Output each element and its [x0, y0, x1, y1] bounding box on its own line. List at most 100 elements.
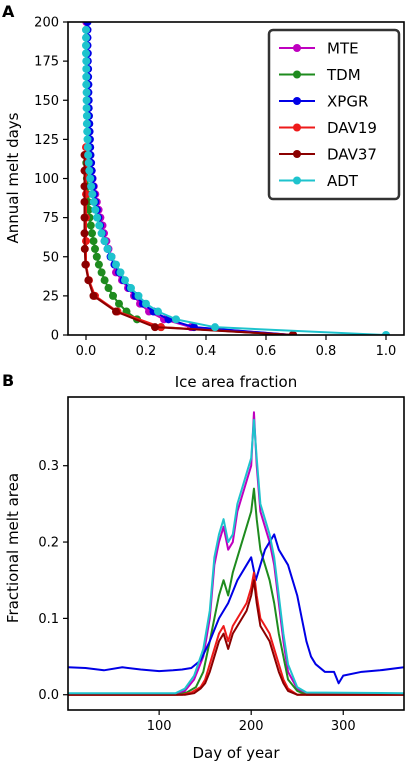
- data-point-adt: [82, 88, 91, 97]
- data-point-dav37: [80, 197, 89, 206]
- data-point-adt: [107, 252, 116, 261]
- y-tick-label: 0.1: [38, 612, 59, 627]
- panel-label-a: A: [2, 2, 15, 21]
- data-point-dav37: [80, 229, 89, 238]
- data-point-tdm: [100, 276, 109, 285]
- data-point-adt: [100, 237, 109, 246]
- data-point-tdm: [86, 221, 95, 230]
- data-point-dav37: [84, 276, 93, 285]
- x-tick-label: 300: [331, 719, 356, 734]
- data-point-adt: [172, 315, 180, 324]
- data-point-tdm: [92, 252, 101, 261]
- panel-b: 100 200 300 0.0 0.1 0.2 0.3 Day of year Fracti…: [4, 396, 405, 762]
- x-tick-label: 0.8: [316, 344, 337, 359]
- data-point-adt: [112, 260, 120, 269]
- legend-swatch-marker: [293, 123, 301, 132]
- data-point-dav37: [289, 331, 297, 335]
- data-point-adt: [82, 111, 91, 120]
- data-point-tdm: [109, 291, 117, 300]
- data-point-adt: [82, 64, 91, 73]
- x-tick-label: 1.0: [376, 344, 397, 359]
- data-point-adt: [211, 323, 219, 332]
- x-tick-label: 0.0: [76, 344, 97, 359]
- x-axis-label-b: Day of year: [192, 744, 280, 762]
- data-point-tdm: [89, 237, 98, 246]
- y-tick-label: 50: [42, 250, 59, 265]
- y-tick-label: 100: [34, 172, 59, 187]
- data-point-adt: [88, 190, 97, 199]
- y-tick-label: 150: [34, 94, 59, 109]
- data-point-adt: [91, 205, 100, 214]
- y-axis-label-b: Fractional melt area: [4, 473, 22, 623]
- data-point-tdm: [91, 244, 99, 253]
- data-point-adt: [82, 72, 91, 81]
- x-tick-label: 100: [147, 719, 172, 734]
- y-tick-label: 200: [34, 16, 59, 31]
- data-point-adt: [382, 331, 390, 335]
- data-point-adt: [84, 158, 93, 167]
- data-point-adt: [86, 174, 95, 183]
- legend-label-dav19: DAV19: [327, 119, 377, 137]
- data-point-adt: [82, 33, 90, 42]
- legend-swatch-marker: [293, 97, 301, 105]
- legend-swatch-marker: [293, 176, 301, 185]
- series-layer: [68, 411, 404, 696]
- data-point-adt: [83, 143, 92, 152]
- data-point-adt: [85, 166, 94, 175]
- data-point-adt: [82, 80, 91, 89]
- data-point-adt: [89, 197, 98, 206]
- data-point-dav19: [82, 237, 90, 246]
- data-point-tdm: [97, 268, 106, 277]
- y-tick-label: 25: [42, 289, 59, 304]
- data-point-adt: [84, 151, 93, 160]
- x-axis-label-a: Ice area fraction: [175, 373, 298, 391]
- data-point-dav37: [89, 291, 98, 300]
- legend-a: MTE TDM XPGR DAV19 DAV37 ADT: [267, 28, 401, 201]
- data-point-xpgr: [83, 22, 92, 26]
- x-tick-label: 0.2: [136, 344, 157, 359]
- data-point-adt: [121, 276, 129, 285]
- data-point-adt: [134, 291, 143, 300]
- data-point-adt: [103, 244, 112, 253]
- data-point-adt: [87, 182, 96, 191]
- y-tick-label: 0.3: [38, 459, 59, 474]
- x-tick-label: 200: [239, 719, 264, 734]
- data-point-adt: [97, 229, 106, 238]
- series-line-dav37: [68, 579, 404, 696]
- data-point-tdm: [88, 229, 96, 238]
- legend-swatch-marker: [293, 150, 301, 158]
- series-layer: [80, 22, 390, 335]
- x-tick-label: 0.4: [196, 344, 217, 359]
- data-point-tdm: [115, 299, 123, 308]
- data-point-adt: [82, 25, 90, 34]
- data-point-adt: [142, 299, 150, 308]
- legend-label-adt: ADT: [327, 172, 359, 190]
- data-point-dav37: [80, 213, 89, 222]
- legend-label-tdm: TDM: [326, 66, 361, 84]
- data-point-adt: [93, 213, 102, 222]
- data-point-adt: [154, 307, 162, 316]
- y-tick-label: 0.0: [38, 688, 59, 703]
- legend-label-mte: MTE: [327, 40, 359, 58]
- y-tick-label: 0.2: [38, 536, 59, 551]
- data-point-adt: [82, 49, 90, 58]
- data-point-dav37: [81, 260, 90, 269]
- y-axis-label-a: Annual melt days: [4, 112, 22, 243]
- legend-label-xpgr: XPGR: [327, 93, 368, 111]
- series-line-mte: [85, 22, 294, 335]
- legend-box: [267, 28, 401, 201]
- data-point-dav37: [151, 323, 159, 332]
- panel-label-b: B: [2, 371, 14, 390]
- series-line-dav19: [68, 571, 404, 696]
- plot-area-b: 100 200 300 0.0 0.1 0.2 0.3: [38, 396, 405, 734]
- series-line-mte: [68, 411, 404, 696]
- x-tick-label: 0.6: [256, 344, 277, 359]
- data-point-adt: [82, 104, 91, 113]
- panel-a: 0.0 0.2 0.4 0.6 0.8 1.0 0 25 50 75 100 125 150 175 200…: [4, 16, 405, 391]
- series-line-adt: [68, 418, 404, 695]
- legend-swatch-marker: [293, 44, 301, 52]
- legend-label-dav37: DAV37: [327, 146, 377, 164]
- series-line-xpgr: [68, 533, 404, 685]
- data-point-adt: [127, 284, 135, 293]
